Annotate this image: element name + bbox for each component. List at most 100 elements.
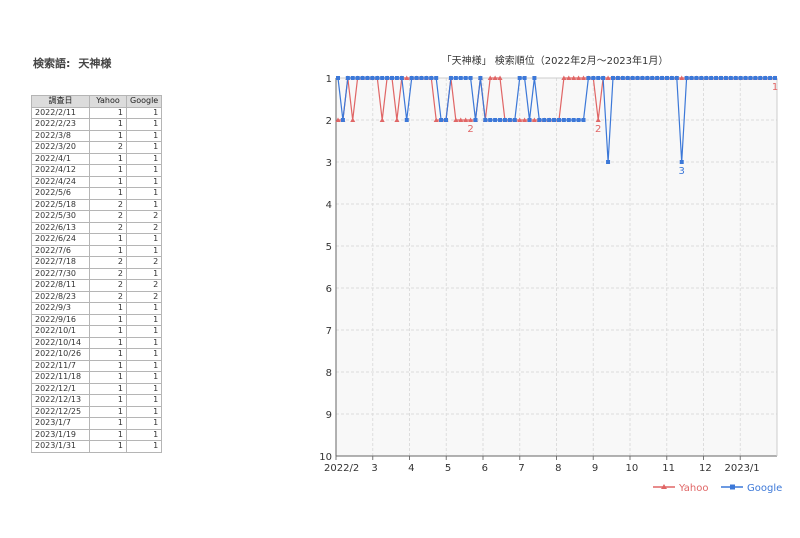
data-label: 2 — [467, 124, 473, 135]
data-point-google — [390, 76, 395, 80]
data-point-google — [591, 76, 596, 80]
data-point-yahoo — [576, 75, 582, 80]
data-point-google — [684, 76, 689, 80]
data-point-google — [620, 76, 625, 80]
data-point-google — [444, 118, 449, 122]
data-point-google — [399, 76, 404, 80]
table-row: 2022/3/8 1 1 — [31, 129, 163, 142]
data-point-yahoo — [350, 117, 356, 122]
data-point-yahoo — [522, 117, 528, 122]
data-point-google — [493, 118, 498, 122]
data-point-google — [478, 76, 483, 80]
y-tick-label: 2 — [326, 116, 332, 127]
data-point-yahoo — [433, 117, 439, 122]
data-point-google — [385, 76, 390, 80]
y-tick-label: 5 — [326, 242, 332, 253]
data-point-google — [610, 76, 615, 80]
data-point-google — [532, 76, 537, 80]
cell-google: 1 — [125, 164, 163, 177]
data-point-google — [380, 76, 385, 80]
data-point-yahoo — [404, 75, 410, 80]
table-row: 2022/4/1 1 1 — [31, 152, 163, 165]
table-body: 2022/2/11 1 1 2022/2/23 1 1 2022/3/8 1 1 2022/3/2… — [31, 106, 163, 453]
data-point-google — [336, 76, 340, 80]
data-point-google — [596, 76, 601, 80]
x-tick-label: 12 — [699, 463, 712, 474]
data-point-google — [674, 76, 679, 80]
x-tick-label: 8 — [555, 463, 561, 474]
data-point-google — [507, 118, 512, 122]
y-tick-label: 6 — [326, 284, 332, 295]
y-tick-label: 10 — [319, 452, 332, 463]
data-point-yahoo — [531, 117, 537, 122]
data-point-google — [370, 76, 375, 80]
data-point-google — [552, 118, 557, 122]
cell-google: 2 — [125, 221, 163, 234]
data-point-google — [723, 76, 728, 80]
data-point-google — [498, 118, 503, 122]
data-point-google — [601, 76, 606, 80]
table-row: 2022/10/14 1 1 — [31, 336, 163, 349]
data-point-yahoo — [492, 75, 498, 80]
cell-google: 1 — [125, 233, 163, 246]
x-tick-label: 9 — [592, 463, 598, 474]
data-point-google — [630, 76, 635, 80]
data-point-google — [718, 76, 723, 80]
cell-yahoo: 2 — [89, 221, 127, 234]
legend-marker-yahoo — [661, 484, 667, 489]
data-point-google — [709, 76, 714, 80]
data-point-google — [502, 118, 507, 122]
cell-date: 2022/4/1 — [31, 152, 90, 165]
data-point-google — [439, 118, 444, 122]
data-point-yahoo — [335, 117, 341, 122]
cell-google: 1 — [125, 129, 163, 142]
data-point-google — [606, 160, 611, 164]
y-tick-label: 4 — [326, 200, 332, 211]
data-point-google — [424, 76, 429, 80]
data-point-google — [763, 76, 768, 80]
y-tick-label: 3 — [326, 158, 332, 169]
table-row: 2022/9/3 1 1 — [31, 302, 163, 315]
data-point-google — [664, 76, 669, 80]
x-tick-label: 5 — [445, 463, 451, 474]
data-point-yahoo — [379, 117, 385, 122]
data-point-google — [512, 118, 517, 122]
data-point-google — [522, 76, 527, 80]
x-tick-label: 6 — [482, 463, 488, 474]
legend-label-yahoo: Yahoo — [678, 483, 708, 494]
data-point-google — [542, 118, 547, 122]
data-point-google — [689, 76, 694, 80]
table-row: 2023/1/7 1 1 — [31, 417, 163, 430]
data-point-yahoo — [458, 117, 464, 122]
data-point-google — [748, 76, 753, 80]
data-point-yahoo — [487, 75, 493, 80]
data-point-google — [635, 76, 640, 80]
table-row: 2022/2/23 1 1 — [31, 118, 163, 131]
data-point-google — [586, 76, 591, 80]
x-tick-label: 2023/1 — [724, 463, 759, 474]
data-point-google — [345, 76, 350, 80]
y-tick-label: 8 — [326, 368, 332, 379]
x-tick-label: 7 — [518, 463, 524, 474]
data-point-yahoo — [453, 117, 459, 122]
table-row: 2022/6/24 1 1 — [31, 233, 163, 246]
data-point-google — [773, 76, 777, 80]
data-point-google — [527, 118, 532, 122]
data-point-yahoo — [605, 75, 611, 80]
data-point-google — [458, 76, 463, 80]
data-point-google — [350, 76, 355, 80]
data-point-google — [556, 118, 561, 122]
cell-google: 1 — [125, 440, 163, 453]
data-point-google — [473, 118, 478, 122]
x-tick-label: 2022/2 — [324, 463, 359, 474]
data-point-google — [537, 118, 542, 122]
data-point-google — [655, 76, 660, 80]
data-point-google — [625, 76, 630, 80]
table-row: 2022/5/18 2 1 — [31, 198, 163, 211]
cell-google: 1 — [125, 187, 163, 200]
data-point-google — [571, 118, 576, 122]
data-point-google — [463, 76, 468, 80]
data-label: 2 — [595, 124, 601, 135]
data-point-google — [429, 76, 434, 80]
x-tick-label: 10 — [625, 463, 638, 474]
